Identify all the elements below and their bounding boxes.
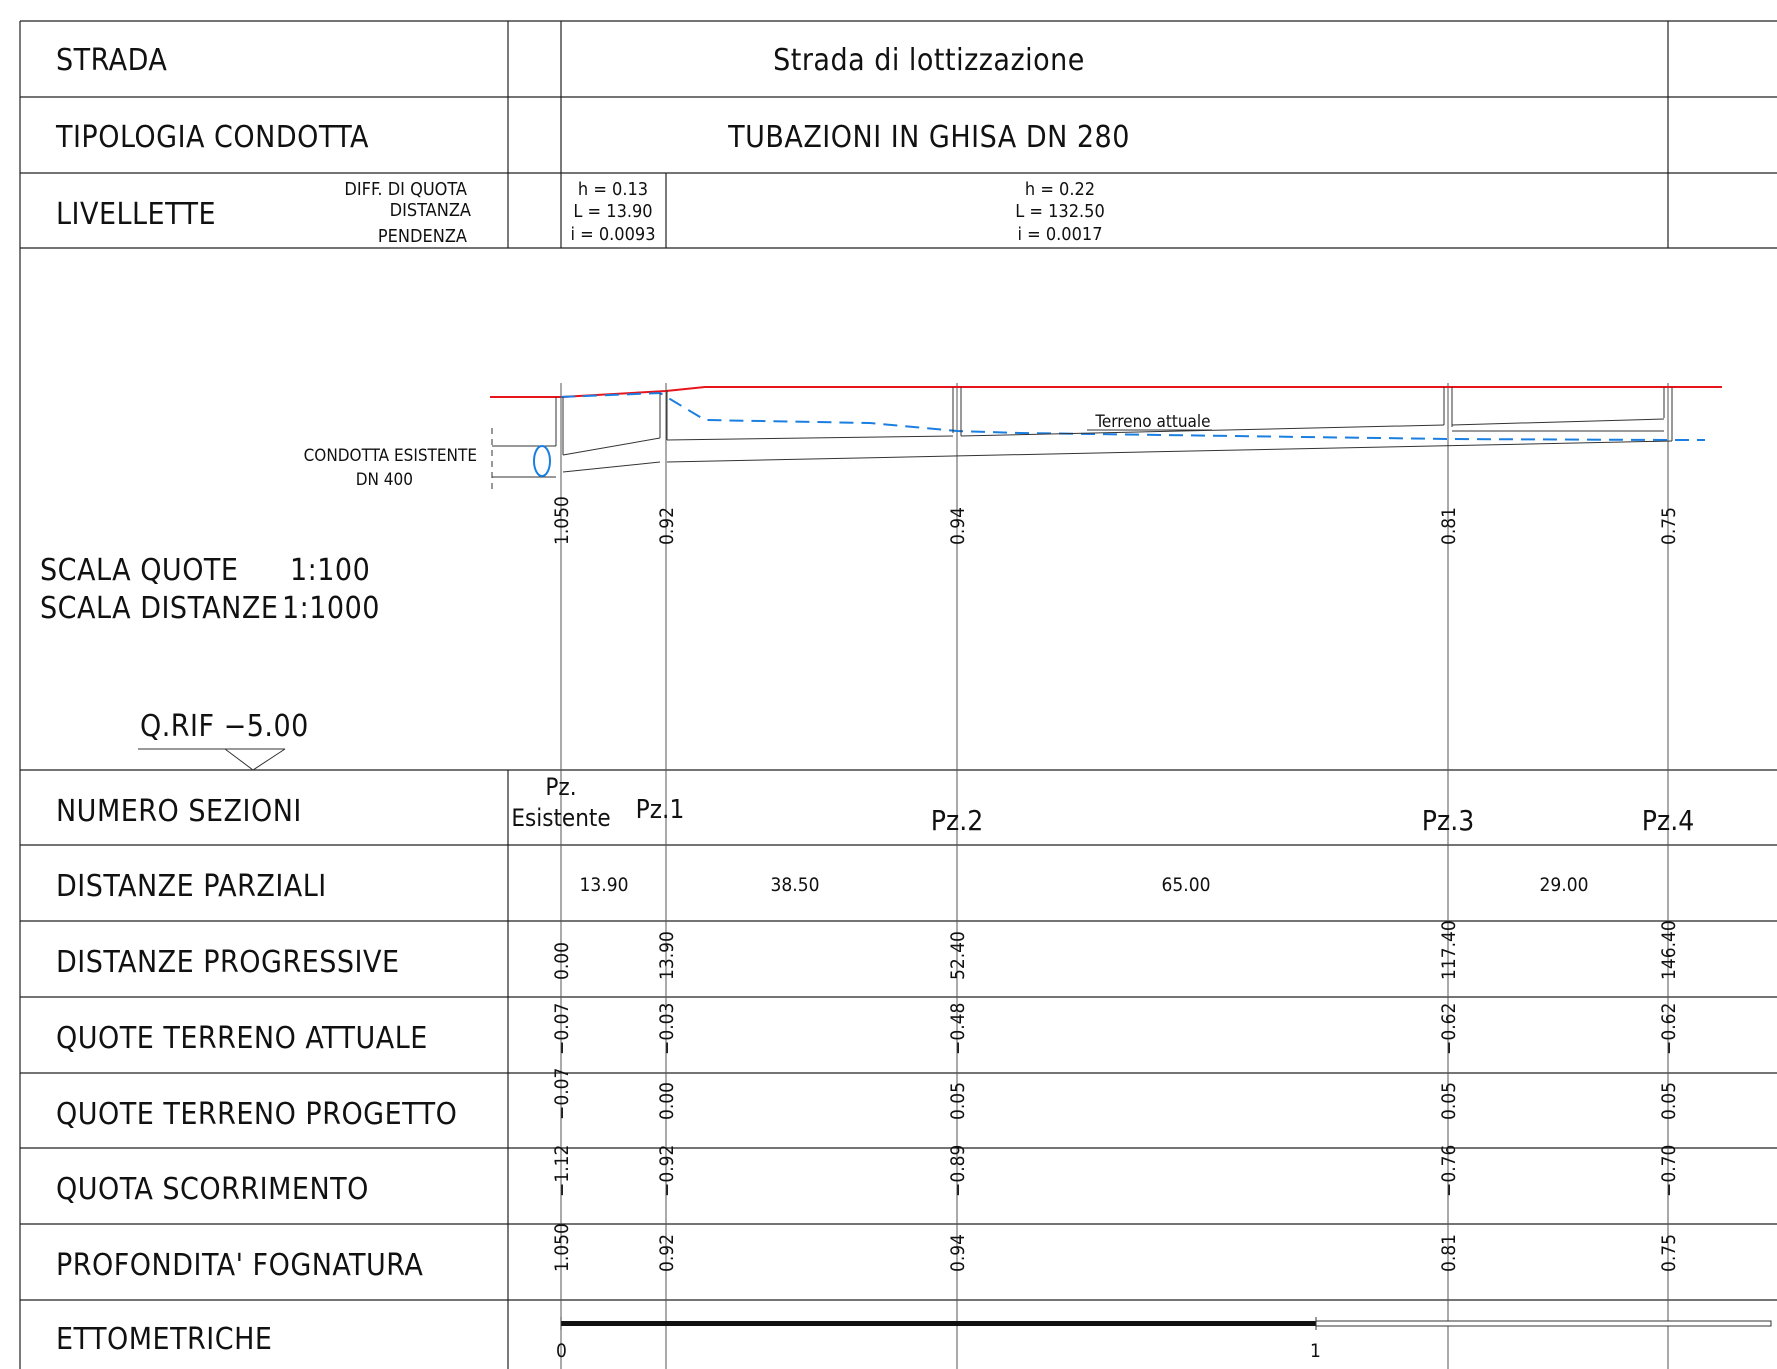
value-progressive: 0.00 13.90 52.40 117.40 146.40 bbox=[551, 920, 1680, 980]
value-terreno-attuale: −0.07 −0.03 −0.48 −0.62 −0.62 bbox=[551, 1003, 1680, 1055]
terreno-progetto-value: 0.05 bbox=[1658, 1082, 1680, 1120]
row-quote-terreno-progetto: QUOTE TERRENO PROGETTO bbox=[56, 1097, 457, 1132]
depth-label: 0.94 bbox=[947, 507, 969, 545]
livellette-sub-diff: DIFF. DI QUOTA bbox=[344, 179, 467, 200]
ettometriche-0: 0 bbox=[556, 1340, 567, 1362]
profondita-value: 0.94 bbox=[947, 1234, 969, 1272]
scorrimento-value: −0.76 bbox=[1438, 1145, 1460, 1197]
livelletta-1-L: L = 13.90 bbox=[573, 201, 652, 222]
parziale-value: 29.00 bbox=[1540, 874, 1589, 896]
depth-label: 0.75 bbox=[1658, 507, 1680, 545]
livelletta-1-i: i = 0.0093 bbox=[571, 224, 656, 245]
progressive-value: 13.90 bbox=[656, 931, 678, 980]
condotta-esistente-dn: DN 400 bbox=[356, 470, 413, 490]
terreno-attuale-label: Terreno attuale bbox=[1094, 412, 1210, 432]
table-grid bbox=[19, 20, 1777, 1369]
livellette-label: LIVELLETTE bbox=[56, 197, 216, 232]
depth-label: 0.81 bbox=[1438, 507, 1460, 545]
row-profondita-fognatura: PROFONDITA' FOGNATURA bbox=[56, 1248, 423, 1283]
profondita-value: 0.75 bbox=[1658, 1234, 1680, 1272]
strada-label: STRADA bbox=[56, 43, 167, 78]
scala-quote-label: SCALA QUOTE bbox=[40, 553, 238, 588]
condotta-label: TIPOLOGIA CONDOTTA bbox=[55, 120, 369, 155]
livellette-sub-distanza: DISTANZA bbox=[390, 200, 471, 221]
strada-value: Strada di lottizzazione bbox=[773, 43, 1085, 78]
progressive-value: 146.40 bbox=[1658, 920, 1680, 980]
terreno-progetto-value: 0.05 bbox=[1438, 1082, 1460, 1120]
section-name-pz3: Pz.3 bbox=[1422, 804, 1474, 837]
livelletta-2-L: L = 132.50 bbox=[1015, 201, 1105, 222]
row-quote-terreno-attuale: QUOTE TERRENO ATTUALE bbox=[56, 1021, 428, 1056]
row-distanze-progressive: DISTANZE PROGRESSIVE bbox=[56, 945, 400, 980]
section-name-pz4: Pz.4 bbox=[1642, 804, 1694, 837]
profondita-value: 0.81 bbox=[1438, 1234, 1460, 1272]
value-terreno-progetto: −0.07 0.00 0.05 0.05 0.05 bbox=[551, 1068, 1680, 1120]
terreno-progetto-value: 0.05 bbox=[947, 1082, 969, 1120]
depth-label: 0.92 bbox=[656, 507, 678, 545]
progressive-value: 0.00 bbox=[551, 942, 573, 980]
profondita-value: 1.050 bbox=[551, 1223, 573, 1272]
terreno-attuale-value: −0.48 bbox=[947, 1003, 969, 1055]
existing-pipe bbox=[491, 428, 556, 492]
livelletta-1-h: h = 0.13 bbox=[578, 179, 648, 200]
terreno-progetto-line bbox=[490, 386, 1722, 398]
ettometriche-1: 1 bbox=[1310, 1340, 1321, 1362]
terreno-attuale-line bbox=[560, 391, 1705, 441]
profondita-value: 0.92 bbox=[656, 1234, 678, 1272]
section-name-esistente: Esistente bbox=[511, 804, 610, 832]
ettometriche-bar bbox=[560, 1317, 1772, 1330]
row-numero-sezioni: NUMERO SEZIONI bbox=[56, 794, 302, 829]
section-lines bbox=[560, 383, 1669, 1369]
row-quota-scorrimento: QUOTA SCORRIMENTO bbox=[56, 1172, 369, 1207]
livelletta-2-i: i = 0.0017 bbox=[1018, 224, 1103, 245]
qrif-triangle bbox=[224, 748, 286, 771]
pipe bbox=[562, 418, 1673, 473]
depth-label: 1.050 bbox=[551, 496, 573, 545]
livelletta-2-h: h = 0.22 bbox=[1025, 179, 1095, 200]
terreno-attuale-value: −0.03 bbox=[656, 1003, 678, 1055]
terreno-progetto-value: 0.00 bbox=[656, 1082, 678, 1120]
manholes bbox=[555, 387, 1673, 455]
row-distanze-parziali: DISTANZE PARZIALI bbox=[56, 869, 327, 904]
parziale-value: 38.50 bbox=[771, 874, 820, 896]
scorrimento-value: −0.89 bbox=[947, 1145, 969, 1197]
parziale-value: 13.90 bbox=[580, 874, 629, 896]
qrif-label: Q.RIF −5.00 bbox=[140, 709, 309, 744]
terreno-progetto-value: −0.07 bbox=[551, 1068, 573, 1120]
scala-distanze-value: 1:1000 bbox=[282, 591, 380, 626]
scorrimento-value: −0.92 bbox=[656, 1145, 678, 1197]
terreno-attuale-value: −0.62 bbox=[1658, 1003, 1680, 1055]
terreno-attuale-value: −0.62 bbox=[1438, 1003, 1460, 1055]
progressive-value: 52.40 bbox=[947, 931, 969, 980]
scala-quote-value: 1:100 bbox=[290, 553, 370, 588]
section-name-pz2: Pz.2 bbox=[931, 804, 983, 837]
scorrimento-value: −1.12 bbox=[551, 1145, 573, 1197]
value-profondita: 1.050 0.92 0.94 0.81 0.75 bbox=[551, 1223, 1680, 1272]
parziale-value: 65.00 bbox=[1162, 874, 1211, 896]
scorrimento-value: −0.70 bbox=[1658, 1145, 1680, 1197]
livellette-sub-pendenza: PENDENZA bbox=[378, 226, 467, 247]
scala-distanze-label: SCALA DISTANZE bbox=[40, 591, 278, 626]
progressive-value: 117.40 bbox=[1438, 920, 1460, 980]
value-scorrimento: −1.12 −0.92 −0.89 −0.76 −0.70 bbox=[551, 1145, 1680, 1197]
condotta-esistente-label: CONDOTTA ESISTENTE bbox=[304, 446, 477, 466]
condotta-value: TUBAZIONI IN GHISA DN 280 bbox=[727, 120, 1130, 155]
section-name-pz: Pz. bbox=[545, 773, 576, 801]
terreno-attuale-value: −0.07 bbox=[551, 1003, 573, 1055]
row-ettometriche: ETTOMETRICHE bbox=[56, 1322, 272, 1357]
section-name-pz1: Pz.1 bbox=[636, 795, 685, 825]
depth-labels: 1.050 0.92 0.94 0.81 0.75 bbox=[551, 496, 1680, 545]
